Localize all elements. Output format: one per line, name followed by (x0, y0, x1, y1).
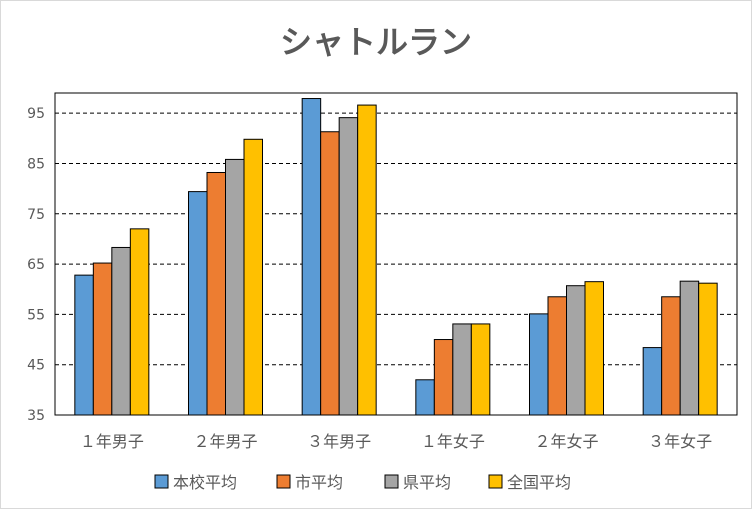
bar (452, 323, 472, 416)
x-tick-label: １年女子 (421, 432, 485, 451)
bar (320, 131, 340, 416)
y-tick-label: 75 (27, 207, 45, 223)
bar (129, 228, 150, 416)
bar (661, 296, 681, 416)
bars (74, 98, 718, 416)
bar (584, 281, 604, 416)
bar (74, 274, 94, 416)
x-tick-label: ２年女子 (534, 432, 598, 451)
bar (415, 379, 435, 416)
bar (642, 347, 663, 416)
y-tick-label: 95 (27, 106, 45, 122)
plot-frame (54, 92, 738, 416)
legend-item: 市平均 (276, 473, 343, 492)
bar (243, 138, 263, 416)
bar (301, 98, 322, 416)
bar (225, 158, 245, 416)
x-tick-label: １年男子 (80, 432, 144, 451)
bar (111, 246, 131, 416)
bar (433, 339, 454, 416)
x-tick-label: ２年男子 (193, 432, 257, 451)
bar (92, 262, 113, 416)
y-tick-label: 35 (27, 408, 45, 424)
legend-label: 全国平均 (507, 473, 571, 492)
legend-swatch (384, 474, 399, 489)
legend-label: 市平均 (295, 473, 343, 492)
legend-swatch (488, 474, 503, 489)
bar (338, 117, 359, 416)
legend-label: 県平均 (403, 473, 451, 492)
legend-item: 全国平均 (488, 473, 571, 492)
bar (547, 296, 567, 416)
legend-item: 県平均 (384, 473, 451, 492)
bar (357, 104, 377, 416)
grid-lines (55, 112, 737, 366)
legend-swatch (154, 474, 169, 489)
legend-item: 本校平均 (154, 473, 237, 492)
y-tick-label: 55 (27, 307, 45, 323)
x-tick-label: ３年男子 (307, 432, 371, 451)
x-tick-label: ３年女子 (648, 432, 712, 451)
bar (566, 285, 586, 416)
legend-swatch (276, 474, 291, 489)
bar (188, 191, 208, 416)
y-tick-label: 45 (27, 358, 45, 374)
axes: 35 45 55 65 75 85 95 １年男子 ２年男子 ３年男子 １年女子 ２年女子 ３年女子 (27, 92, 738, 451)
bar (698, 282, 718, 416)
chart-title: シャトルラン (280, 23, 472, 61)
legend-label: 本校平均 (173, 473, 237, 492)
y-tick-label: 65 (27, 257, 45, 273)
bar (470, 323, 491, 416)
bar (206, 171, 226, 416)
bar (529, 313, 549, 416)
bar (679, 280, 700, 416)
legend: 本校平均 市平均 県平均 全国平均 (154, 473, 571, 492)
y-tick-label: 85 (27, 156, 45, 172)
